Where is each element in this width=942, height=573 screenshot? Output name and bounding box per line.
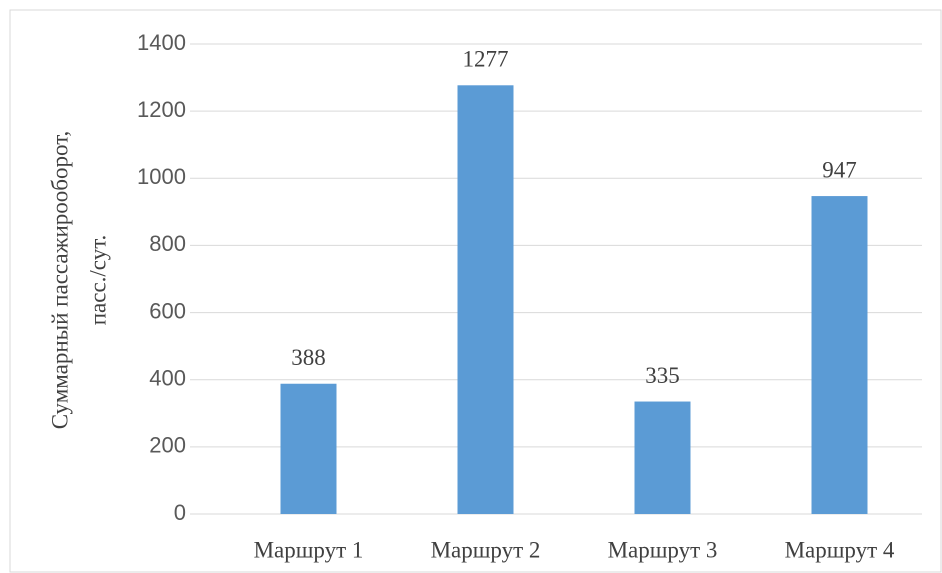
y-tick-label: 400 [149,366,186,391]
bar [280,383,337,514]
bar [634,401,691,514]
y-axis-label-line: Суммарный пассажирооборот, [47,131,72,430]
bar [811,196,868,515]
y-tick-label: 800 [149,231,186,256]
data-label: 1277 [463,47,509,72]
data-label: 335 [645,363,680,388]
bar [457,85,514,515]
y-axis-label-line: пасс./сут. [85,235,110,326]
x-tick-label: Маршрут 4 [785,537,895,562]
y-axis-label: Суммарный пассажирооборот, пасс./сут. [47,131,110,430]
y-tick-label: 200 [149,433,186,458]
y-tick-label: 1200 [137,97,186,122]
y-tick-label: 1000 [137,164,186,189]
data-label: 388 [291,345,326,370]
data-label: 947 [822,157,857,182]
y-tick-label: 0 [174,500,186,525]
x-tick-label: Маршрут 1 [254,537,364,562]
x-tick-label: Маршрут 3 [608,537,718,562]
x-tick-label: Маршрут 2 [431,537,541,562]
y-tick-label: 600 [149,298,186,323]
y-tick-label: 1400 [137,30,186,55]
